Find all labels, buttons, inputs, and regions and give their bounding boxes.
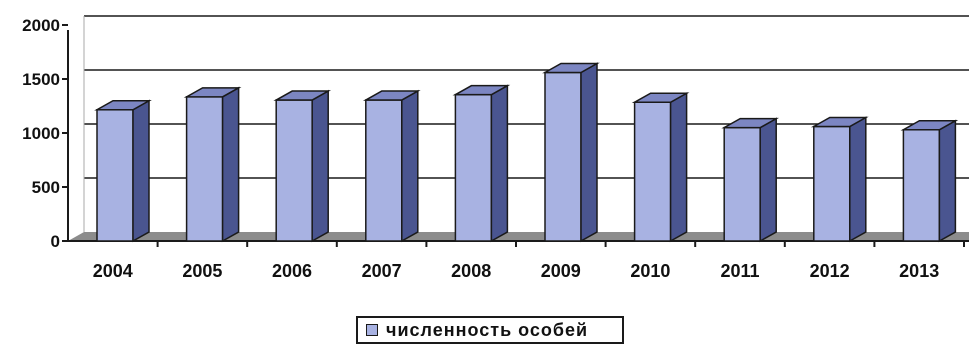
y-tick-label: 500 [32,178,60,197]
bar-front [454,93,493,242]
bar [631,91,690,243]
bar [362,89,421,243]
bar [542,62,600,243]
x-tick-label: 2009 [541,261,581,281]
bar-side [311,89,329,243]
y-tick-label: 1500 [22,70,60,89]
bar-side [401,89,419,243]
bar-side [669,91,688,243]
x-tick-label: 2007 [362,261,402,281]
bar [94,99,152,243]
bar-top [631,92,690,103]
x-tick-label: 2004 [93,261,133,281]
bar-side [849,116,867,243]
bar-front [365,99,403,242]
bar [452,84,511,243]
bar [183,86,242,243]
bar [900,119,959,243]
bar-top [183,87,242,98]
bar-top [362,90,421,101]
bar-side [221,86,240,243]
legend-swatch [366,324,378,336]
bars [94,62,959,243]
y-tick-label: 1000 [22,124,60,143]
bar-front [723,126,761,242]
bar-front [185,96,224,242]
bar-top [810,116,869,128]
bar-side [490,84,509,243]
bar-top [452,84,511,96]
x-tick-label: 2012 [810,261,850,281]
bar-top [94,100,152,111]
x-tick-label: 2013 [899,261,939,281]
bar-side [132,99,150,243]
x-tick-labels: 2004 2005 2006 2007 2008 2009 2010 2011 2012 2013 [93,261,939,281]
bar [721,117,780,243]
bar-front [902,129,941,242]
bar-front [544,71,582,242]
bar-top [900,120,959,131]
x-tick-label: 2008 [451,261,491,281]
bar-side [759,117,777,243]
y-tick-labels: 0 500 1000 1500 2000 [22,16,60,251]
x-tick-label: 2010 [630,261,670,281]
x-tick-label: 2011 [720,261,759,281]
bar-front [96,109,134,242]
y-tick-label: 0 [51,232,60,251]
bar-front [633,101,672,242]
bar-front [813,125,851,242]
x-tick-label: 2006 [272,261,312,281]
legend-label: численность особей [386,319,589,340]
bar-top [542,62,600,74]
bar-side [938,119,957,243]
bar-side [580,62,598,243]
y-tick-label: 2000 [22,16,60,35]
bar-top [273,90,332,101]
bar [273,89,332,243]
x-tick-label: 2005 [182,261,222,281]
legend: численность особей [356,316,624,344]
bar-front [275,99,313,242]
bar-top [721,117,780,129]
bar [810,116,869,243]
